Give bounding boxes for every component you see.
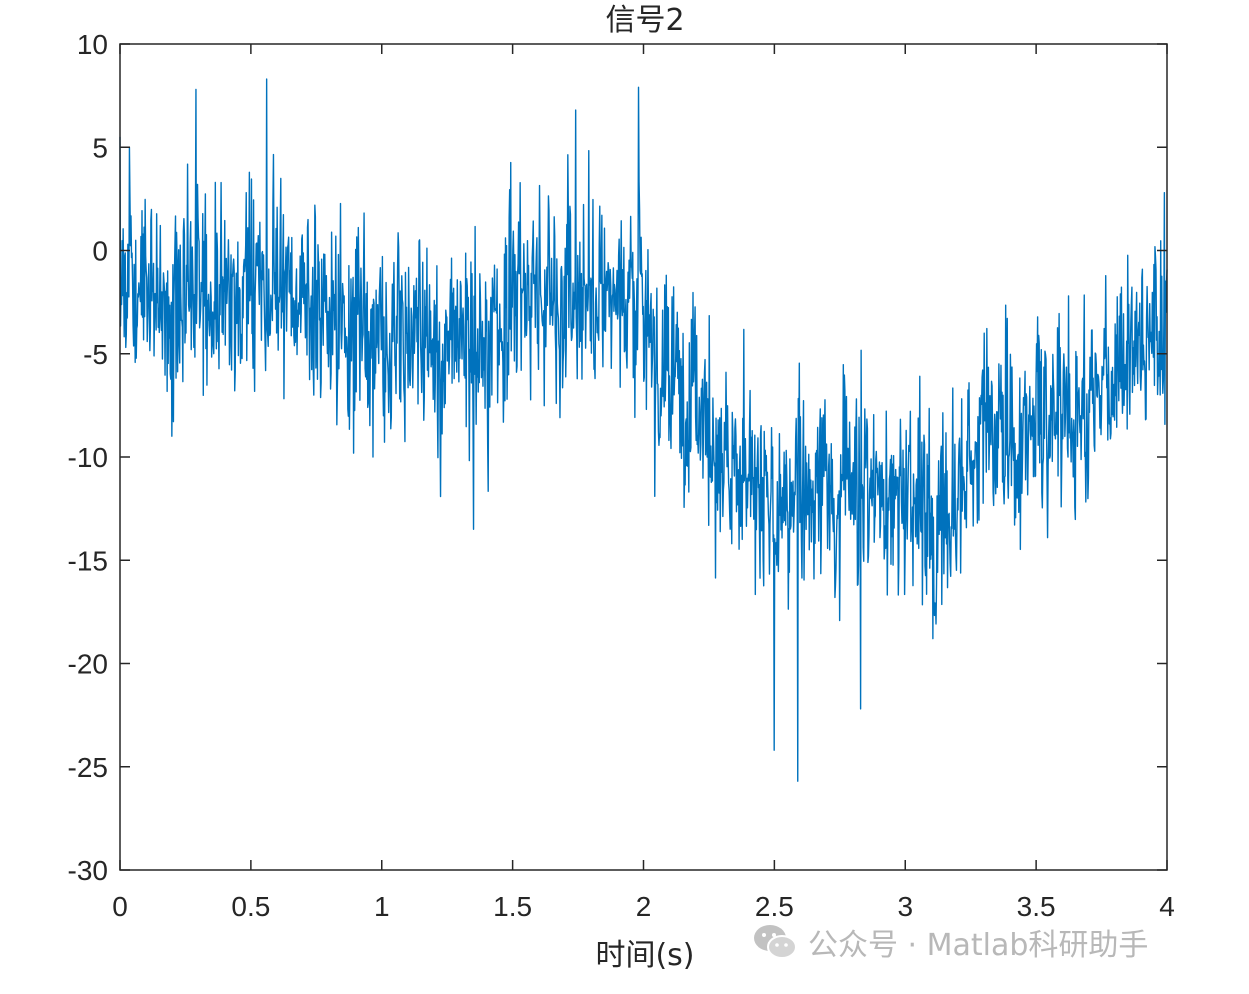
signal-line [119, 78, 1168, 782]
x-tick-label: 0.5 [231, 891, 270, 922]
x-tick-label: 2 [636, 891, 652, 922]
chart-title: 信号2 [605, 3, 684, 38]
x-tick-label: 2.5 [755, 891, 794, 922]
y-tick-label: -5 [83, 339, 108, 370]
x-axis-label: 时间(s) [595, 938, 694, 973]
plot-area [119, 78, 1168, 782]
x-tick-label: 0 [112, 891, 128, 922]
x-tick-label: 4 [1159, 891, 1175, 922]
x-tick-label: 3.5 [1017, 891, 1056, 922]
y-tick-label: -20 [68, 649, 108, 680]
watermark: 公众号 · Matlab科研助手 [752, 920, 1148, 964]
y-tick-label: -15 [68, 545, 108, 576]
y-tick-label: -10 [68, 442, 108, 473]
y-tick-label: -25 [68, 752, 108, 783]
x-tick-label: 1 [374, 891, 390, 922]
y-tick-label: 10 [77, 29, 108, 60]
y-tick-label: -30 [68, 855, 108, 886]
axis-ticks: 0 0.5 1 1.5 2 2.5 3 3.5 4 10 5 0 -5 -10 -15 -20 -25 -30 [68, 29, 1175, 922]
wechat-icon [754, 925, 797, 959]
y-tick-label: 5 [92, 132, 108, 163]
axes-box [119, 43, 1168, 871]
x-tick-label: 3 [897, 891, 913, 922]
watermark-text: 公众号 · Matlab科研助手 [808, 928, 1149, 963]
y-tick-label: 0 [92, 236, 108, 267]
x-tick-label: 1.5 [493, 891, 532, 922]
